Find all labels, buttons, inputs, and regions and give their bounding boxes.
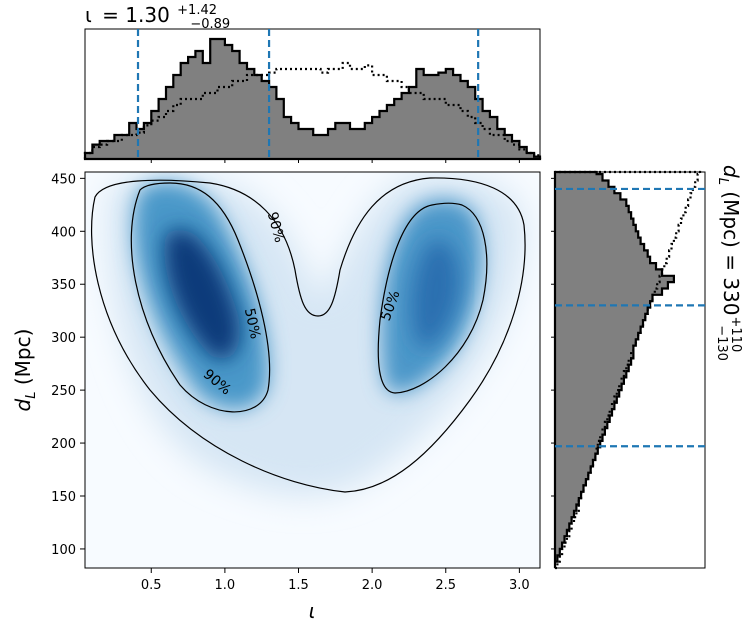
right-marginal-label: dL (Mpc) = 330+110−130 bbox=[714, 165, 743, 361]
title-upper: +1.42 bbox=[177, 3, 217, 18]
y-tick-label-4: 300 bbox=[51, 331, 76, 346]
rlabel-sub: L bbox=[715, 178, 730, 185]
contour-90 bbox=[91, 177, 526, 493]
main-ticks: 0.5 1.0 1.5 2.0 2.5 3.0 100 150 200 250 300 350 400 4… bbox=[51, 172, 530, 593]
right-marginal-ticks bbox=[551, 177, 555, 550]
top-marginal-panel bbox=[83, 28, 542, 163]
title-symbol: ι bbox=[85, 3, 92, 27]
y-tick-label-3: 250 bbox=[51, 384, 76, 399]
x-tick-label-4: 2.5 bbox=[435, 578, 456, 593]
right-marginal-panel bbox=[551, 170, 706, 570]
contour-50-left bbox=[130, 182, 271, 413]
right-marginal-histograms bbox=[553, 170, 702, 570]
ylabel-symbol: d bbox=[11, 398, 35, 411]
right-marginal-credible-lines bbox=[555, 187, 705, 448]
title-lower: −0.89 bbox=[190, 17, 230, 32]
top-marginal-title: ι = 1.30 +1.42 −0.89 bbox=[85, 0, 230, 32]
density-left-core bbox=[164, 228, 240, 360]
title-value: = 1.30 bbox=[102, 3, 170, 27]
contour-label-2: 90% bbox=[264, 210, 288, 244]
rlabel-rest: (Mpc) = 330 bbox=[719, 185, 743, 316]
top-marginal-histograms bbox=[83, 37, 542, 161]
y-tick-label-5: 350 bbox=[51, 278, 76, 293]
x-tick-label-0: 0.5 bbox=[141, 578, 162, 593]
contour-label-1: 50% bbox=[241, 307, 263, 341]
rlabel-lower: −130 bbox=[714, 325, 729, 361]
main-density-panel: 90%50%90%50% 0.5 1.0 1.5 2.0 2.5 3.0100150200… bbox=[51, 171, 541, 593]
top-hist-series-1 bbox=[83, 61, 542, 159]
y-axis-label: dL (Mpc) bbox=[11, 329, 39, 412]
y-tick-label-6: 400 bbox=[51, 225, 76, 240]
y-tick-label-2: 200 bbox=[51, 437, 76, 452]
top-hist-series-0 bbox=[83, 37, 542, 161]
contour-50-right bbox=[377, 202, 488, 394]
ylabel-rest: (Mpc) bbox=[11, 329, 35, 392]
y-tick-label-0: 100 bbox=[51, 543, 76, 558]
y-tick-label-7: 450 bbox=[51, 172, 76, 187]
x-tick-label-3: 2.0 bbox=[362, 578, 383, 593]
main-frame bbox=[84, 171, 541, 569]
top-marginal-ticks bbox=[150, 159, 520, 163]
y-tick-label-1: 150 bbox=[51, 490, 76, 505]
ylabel-sub: L bbox=[24, 391, 39, 398]
rlabel-upper: +110 bbox=[728, 317, 743, 353]
density-right-core bbox=[411, 239, 460, 348]
rlabel-symbol: d bbox=[719, 165, 743, 178]
x-tick-label-5: 3.0 bbox=[509, 578, 530, 593]
x-tick-label-1: 1.0 bbox=[215, 578, 236, 593]
x-axis-label: ι bbox=[309, 599, 316, 623]
density-field bbox=[91, 174, 526, 497]
x-tick-label-2: 1.5 bbox=[288, 578, 309, 593]
